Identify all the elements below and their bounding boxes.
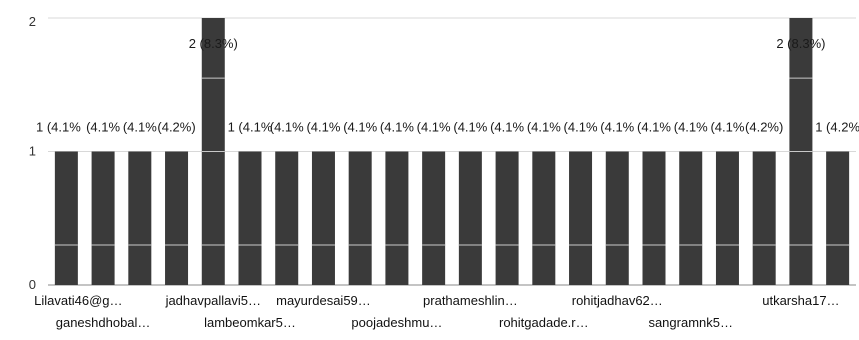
bar [238,151,262,285]
data-label: (4.1% [490,120,524,135]
bar [348,151,372,285]
data-label: (4.1% [123,120,157,135]
data-label-layer: 1 (4.1% (4.1% (4.1% (4.2%)2 (8.3%)1 (4.1%(4… [36,36,859,135]
x-tick-label: Lilavati46@g… [34,293,122,308]
data-label: (4.1% [674,120,708,135]
x-tick-label: utkarsha17… [762,293,839,308]
bar-layer [54,18,850,285]
y-tick-label: 0 [29,277,36,292]
bar [642,151,666,285]
bar [311,151,335,285]
x-tick-label: ganeshdhobal… [56,315,151,330]
y-tick-label: 1 [29,144,36,159]
data-label: (4.1% [417,120,451,135]
bar [275,151,299,285]
bar [128,151,152,285]
data-label: 2 (8.3%) [776,36,825,51]
bar [826,151,850,285]
data-label: 2 (8.3%) [189,36,238,51]
x-tick-label: mayurdesai59… [276,293,371,308]
bar [679,151,703,285]
data-label: (4.1% [343,120,377,135]
x-tick-label: prathameshlin… [423,293,518,308]
x-axis: Lilavati46@g… ganeshdhobal… jadhavpallavi5… [34,293,839,330]
bar [422,151,446,285]
data-label: (4.1% [600,120,634,135]
x-tick-label: rohitjadhav62… [572,293,663,308]
y-axis: 0 1 2 [29,14,36,292]
bar [605,151,629,285]
x-tick-label: lambeomkar5… [204,315,296,330]
bar [165,151,189,285]
data-label: (4.1% [637,120,671,135]
x-tick-label: poojadeshmu… [351,315,442,330]
y-tick-label: 2 [29,14,36,29]
bar [91,151,115,285]
bar [715,151,739,285]
bar [54,151,78,285]
data-label: (4.1% [306,120,340,135]
bar [752,151,776,285]
bar [385,151,409,285]
bar [495,151,519,285]
x-tick-label: sangramnk5… [648,315,733,330]
data-label: 1 (4.1% [228,120,273,135]
data-label: (4.1% [380,120,414,135]
data-label: (4.1% [86,120,120,135]
data-label: (4.1% [453,120,487,135]
x-tick-label: jadhavpallavi5… [165,293,261,308]
data-label: (4.2%) [745,120,783,135]
x-tick-label: rohitgadade.r… [499,315,589,330]
bar [532,151,556,285]
data-label: 1 (4.1% [36,120,81,135]
bar [569,151,593,285]
data-label: (4.1% [564,120,598,135]
data-label: (4.1% [270,120,304,135]
bar [458,151,482,285]
data-label: 1 (4.2% [815,120,859,135]
data-label: (4.1% [527,120,561,135]
data-label: (4.1% [710,120,744,135]
data-label: (4.2%) [157,120,195,135]
